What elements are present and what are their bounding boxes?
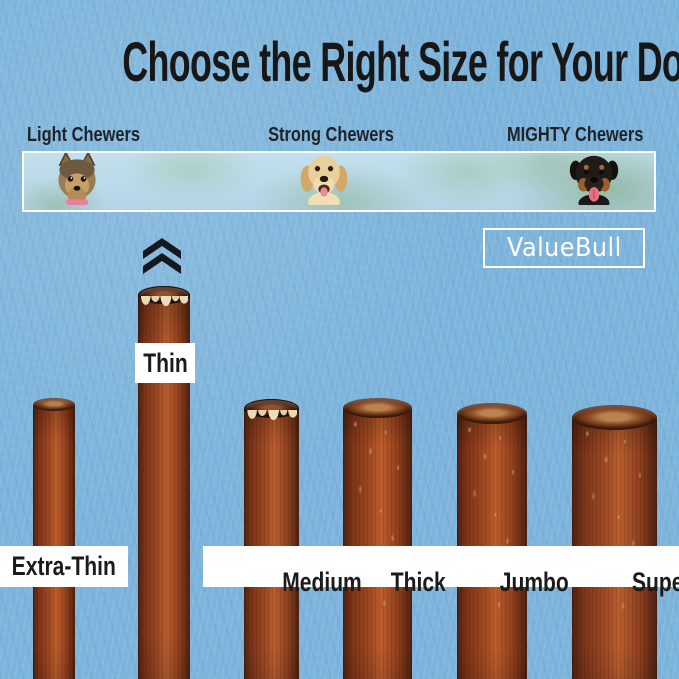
stick-top [33, 398, 75, 411]
bully-stick-medium [244, 399, 299, 679]
yorkshire-terrier-photo [51, 153, 103, 210]
stick-wax-drips [246, 410, 297, 426]
size-label-thick: Thick [390, 566, 446, 597]
stick-body [244, 408, 299, 679]
stick-body [343, 408, 412, 679]
size-label-extra-thin: Extra-Thin [0, 546, 128, 587]
stick-top [572, 405, 657, 430]
valuebull-logo: ValueBull [483, 228, 645, 268]
bully-stick-jumbo [457, 403, 527, 679]
page-title: Choose the Right Size for Your Dog [122, 30, 679, 93]
bully-stick-thick [343, 398, 412, 679]
chewer-label-strong: Strong Chewers [268, 124, 394, 146]
size-label-band: Medium Thick Jumbo Super- Jumbo [203, 546, 679, 597]
double-chevron-up-icon [143, 238, 181, 279]
size-label-super-jumbo: Super- Jumbo [631, 566, 679, 597]
chewer-label-mighty: MIGHTY Chewers [506, 124, 643, 146]
size-label-thin: Thin [135, 343, 195, 383]
yellow-labrador-photo [296, 153, 352, 210]
dog-photo-banner [22, 151, 656, 212]
stick-top [343, 398, 412, 418]
rottweiler-photo [564, 153, 624, 210]
bully-stick-extra-thin [33, 398, 75, 679]
valuebull-logo-text: ValueBull [506, 233, 622, 263]
chewer-label-light: Light Chewers [27, 124, 140, 146]
size-label-jumbo: Jumbo [499, 566, 569, 597]
stick-top [457, 403, 527, 424]
size-label-medium: Medium [282, 566, 362, 597]
stick-body [33, 405, 75, 679]
bully-stick-super-jumbo [572, 405, 657, 679]
stick-wax-drips [140, 296, 188, 312]
